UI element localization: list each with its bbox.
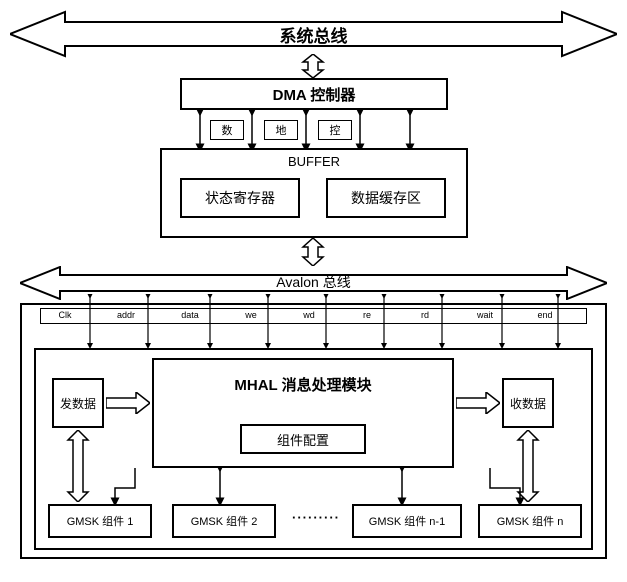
- mhal-config-box: 组件配置: [240, 424, 366, 454]
- dma-controller-box: DMA 控制器: [180, 78, 448, 110]
- dma-label: DMA 控制器: [273, 84, 356, 105]
- buffer-sub2: 数据缓存区: [326, 178, 446, 218]
- tx-box: 发数据: [52, 378, 104, 428]
- mhal-config-label: 组件配置: [277, 430, 329, 449]
- buffer-title: BUFFER: [288, 154, 340, 169]
- rx-box: 收数据: [502, 378, 554, 428]
- gmsk-1-label: GMSK 组件 1: [67, 513, 134, 529]
- system-bus-label: 系统总线: [10, 22, 617, 47]
- architecture-diagram: 系统总线 DMA 控制器 数 地 控 BUFFER 状态寄存器 数据缓存区: [10, 10, 617, 572]
- gmsk-4-label: GMSK 组件 n: [497, 513, 564, 529]
- buffer-sub2-label: 数据缓存区: [351, 188, 421, 208]
- gmsk-3-label: GMSK 组件 n-1: [369, 513, 445, 529]
- buffer-sub1-label: 状态寄存器: [205, 188, 275, 208]
- rx-label: 收数据: [510, 395, 546, 412]
- gmsk-3: GMSK 组件 n-1: [352, 504, 462, 538]
- bus-dma-link: [298, 54, 328, 78]
- gmsk-2-label: GMSK 组件 2: [191, 513, 258, 529]
- gmsk-ellipsis: ·········: [286, 510, 346, 525]
- mhal-rx-arrow: [456, 392, 500, 414]
- tx-label: 发数据: [60, 395, 96, 412]
- gmsk-4: GMSK 组件 n: [478, 504, 582, 538]
- buffer-avalon-link: [298, 238, 328, 266]
- gmsk-1: GMSK 组件 1: [48, 504, 152, 538]
- gmsk-2: GMSK 组件 2: [172, 504, 276, 538]
- tx-mhal-arrow: [106, 392, 150, 414]
- mhal-label: MHAL 消息处理模块: [234, 374, 371, 395]
- dma-sig-arrows: [190, 110, 430, 150]
- mhal-gmsk-links: [40, 468, 587, 504]
- avalon-bus-label: Avalon 总线: [10, 272, 617, 292]
- avalon-signal-arrows: [40, 294, 587, 350]
- buffer-sub1: 状态寄存器: [180, 178, 300, 218]
